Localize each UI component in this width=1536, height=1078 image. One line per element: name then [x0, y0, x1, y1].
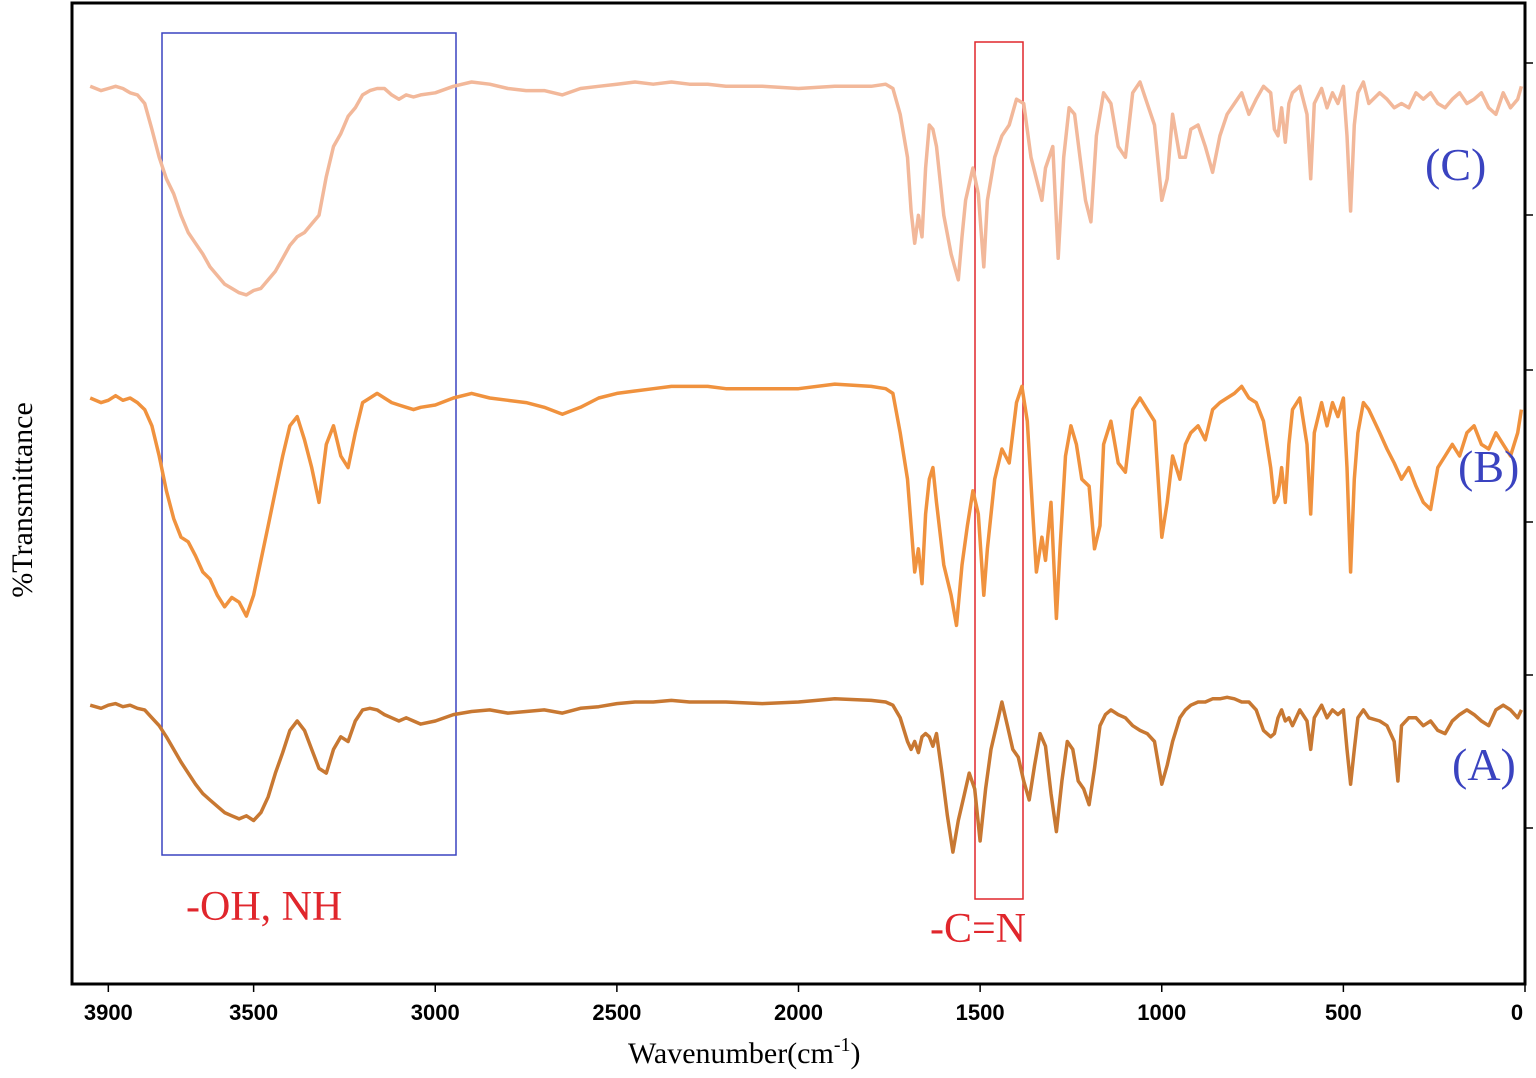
- x-axis: 3900 3500 3000 2500 2000 1500 1000 500 0: [84, 984, 1526, 1025]
- oh-nh-band-label: -OH, NH: [186, 884, 342, 930]
- x-tick-label: 2000: [774, 1000, 823, 1025]
- series-line-c: [89, 80, 1524, 297]
- plot-frame: [70, 1, 1527, 986]
- x-tick-label: 0: [1511, 1000, 1523, 1025]
- right-axis-ticks: [1525, 62, 1533, 829]
- series-label-c: (C): [1425, 139, 1486, 190]
- cn-band-box: [974, 41, 1024, 900]
- x-axis-title: Wavenumber(cm-1): [628, 1034, 861, 1070]
- x-tick-label: 3000: [411, 1000, 460, 1025]
- x-tick-label: 2500: [592, 1000, 641, 1025]
- series-layer: [89, 80, 1524, 854]
- oh-nh-band-box: [161, 32, 457, 856]
- series-line-a: [89, 695, 1523, 854]
- series-label-b: (B): [1458, 441, 1519, 492]
- x-tick-label: 500: [1325, 1000, 1362, 1025]
- x-tick-label: 3900: [84, 1000, 133, 1025]
- x-axis-title-sup: -1: [834, 1034, 851, 1056]
- x-tick-label: 1000: [1137, 1000, 1186, 1025]
- x-axis-title-close: ): [851, 1037, 861, 1070]
- series-line-b: [89, 382, 1524, 628]
- x-axis-title-main: Wavenumber(cm: [628, 1037, 834, 1070]
- x-tick-label: 1500: [956, 1000, 1005, 1025]
- series-label-a: (A): [1452, 739, 1516, 790]
- x-tick-label: 3500: [229, 1000, 278, 1025]
- y-axis-title: %Transmittance: [6, 402, 39, 598]
- cn-band-label: -C=N: [930, 906, 1026, 952]
